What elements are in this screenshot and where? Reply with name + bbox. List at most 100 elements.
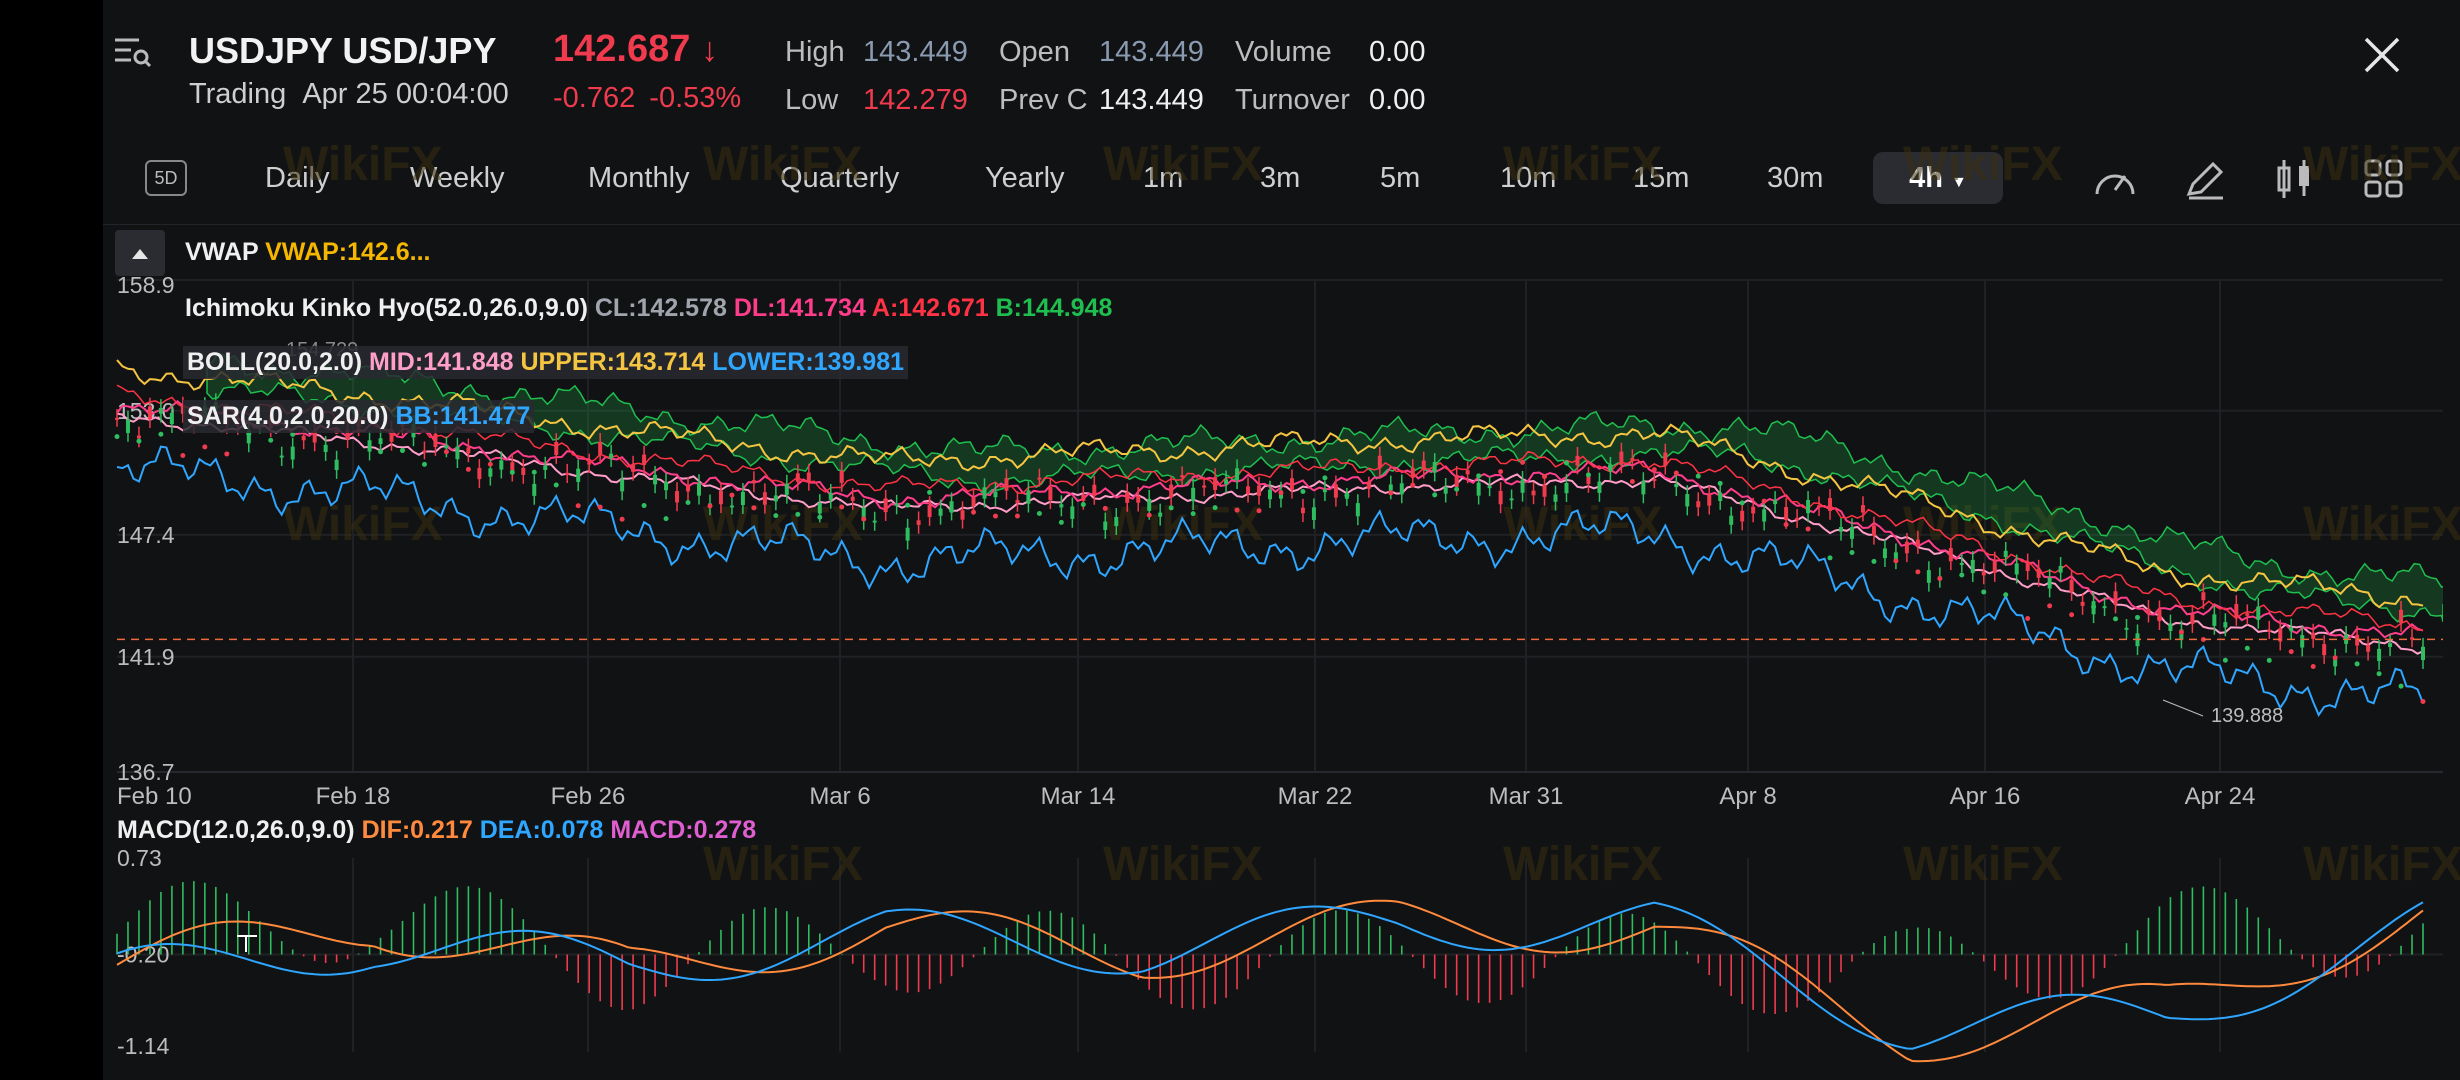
tab-1m[interactable]: 1m: [1143, 162, 1184, 194]
candle-body: [729, 505, 734, 508]
tab-10m[interactable]: 10m: [1500, 162, 1557, 194]
sar-dot: [1585, 472, 1591, 478]
sar-dot: [136, 438, 142, 444]
candle-body: [2366, 645, 2371, 652]
candle-body: [169, 412, 174, 425]
candle-body: [1893, 552, 1898, 561]
candle-body: [1498, 490, 1503, 505]
price-axis-label: 136.7: [117, 759, 175, 785]
candle-body: [762, 492, 767, 505]
price-chart[interactable]: WikiFX WikiFX WikiFX WikiFX WikiFX WikiFX Wiki…: [103, 0, 2460, 1080]
candle-body: [158, 407, 163, 414]
candle-body: [1180, 475, 1185, 478]
candle-body: [938, 508, 943, 516]
tab-5m[interactable]: 5m: [1380, 162, 1421, 194]
five-day-label: 5D: [154, 168, 178, 188]
watermark: WikiFX: [1503, 138, 1663, 191]
candle-body: [2388, 643, 2393, 648]
candle-body: [1597, 481, 1602, 493]
sar-dot: [641, 503, 647, 509]
x-axis-label: Apr 16: [1950, 783, 2021, 810]
candle-body: [883, 498, 888, 513]
sar-dot: [1783, 522, 1789, 528]
x-axis-label: Feb 18: [316, 783, 391, 810]
candle-body: [1048, 487, 1053, 501]
candle-body: [894, 503, 899, 506]
layout-grid-button[interactable]: [2363, 158, 2405, 200]
sar-dot: [1520, 459, 1526, 465]
sar-dot: [1388, 490, 1394, 496]
tab-15m[interactable]: 15m: [1633, 162, 1690, 194]
sar-dot: [992, 513, 998, 519]
candle-body: [1575, 455, 1580, 466]
status-datetime: Apr 25 00:04:00: [302, 78, 509, 110]
sar-dot: [553, 482, 559, 488]
tab-yearly[interactable]: Yearly: [985, 162, 1065, 194]
candle-body: [565, 472, 570, 475]
candle-body: [2234, 604, 2239, 617]
arrow-down-icon: ↓: [700, 31, 718, 69]
boll-legend[interactable]: BOLL(20.0,2.0) MID:141.848 UPPER:143.714…: [183, 346, 909, 379]
chart-type-button[interactable]: [2273, 158, 2317, 200]
turnover-value: 0.00: [1369, 84, 1426, 116]
tab-30m[interactable]: 30m: [1767, 162, 1824, 194]
tab-daily[interactable]: Daily: [265, 162, 330, 194]
candle-body: [1103, 521, 1108, 530]
macd-dea: DEA:0.078: [479, 816, 604, 844]
volume-label: Volume: [1235, 36, 1332, 68]
tab-4h-label: 4h: [1909, 162, 1943, 194]
candle-body: [345, 429, 350, 440]
candle-body: [960, 510, 965, 520]
tab-quarterly[interactable]: Quarterly: [780, 162, 900, 194]
candle-body: [1202, 485, 1207, 488]
sar-dot: [685, 499, 691, 505]
vwap-legend[interactable]: VWAP VWAP:142.6...: [185, 238, 430, 267]
candle-body: [2069, 579, 2074, 592]
price-axis-label: 141.9: [117, 644, 175, 670]
candle-body: [1871, 525, 1876, 536]
boll-lower-line: [116, 445, 2424, 717]
menu-search-icon[interactable]: [113, 34, 153, 70]
sar-dot: [1124, 492, 1130, 498]
sar-dot: [1300, 489, 1306, 495]
tab-weekly[interactable]: Weekly: [410, 162, 505, 194]
sar-dot: [1871, 558, 1877, 564]
candle-body: [554, 442, 559, 456]
candle-body: [773, 495, 778, 502]
draw-tool-button[interactable]: [2183, 160, 2227, 200]
sar-dot: [2376, 671, 2382, 677]
candle-body: [587, 462, 592, 465]
tab-4h[interactable]: 4h ▼: [1873, 152, 2003, 204]
sar-dot: [1344, 492, 1350, 498]
sar-dot: [2091, 604, 2097, 610]
macd-dea-line: [116, 901, 2424, 1050]
candle-body: [1158, 512, 1163, 517]
low-price-marker: 139.888: [2211, 705, 2283, 727]
collapse-indicators-button[interactable]: [115, 230, 165, 276]
sar-dot: [1498, 469, 1504, 475]
sar-dot: [1695, 473, 1701, 479]
speed-gauge-button[interactable]: [2093, 160, 2137, 200]
candle-body: [751, 480, 756, 484]
candle-body: [1806, 499, 1811, 514]
high-value: 143.449: [863, 36, 968, 68]
five-day-button[interactable]: 5D: [145, 160, 187, 196]
tab-monthly[interactable]: Monthly: [588, 162, 690, 194]
tab-3m[interactable]: 3m: [1260, 162, 1301, 194]
candle-body: [1707, 494, 1712, 506]
sar-dot: [1168, 505, 1174, 511]
sar-dot: [1563, 460, 1569, 466]
macd-legend[interactable]: MACD(12.0,26.0,9.0) DIF:0.217 DEA:0.078 …: [117, 816, 756, 845]
last-price-value: 142.687: [553, 28, 691, 70]
candle-body: [872, 520, 877, 523]
candle-body: [949, 501, 954, 512]
sar-dot: [1937, 576, 1943, 582]
gauge-icon: [2095, 174, 2135, 195]
close-button[interactable]: [2363, 36, 2401, 74]
candle-body: [1696, 501, 1701, 508]
ichimoku-legend[interactable]: Ichimoku Kinko Hyo(52.0,26.0,9.0) CL:142…: [185, 294, 1112, 323]
sar-dot: [1454, 486, 1460, 492]
price-axis-label: 147.4: [117, 522, 175, 548]
candle-body: [1981, 571, 1986, 576]
sar-legend[interactable]: SAR(4.0,2.0,20.0) BB:141.477: [183, 400, 535, 433]
